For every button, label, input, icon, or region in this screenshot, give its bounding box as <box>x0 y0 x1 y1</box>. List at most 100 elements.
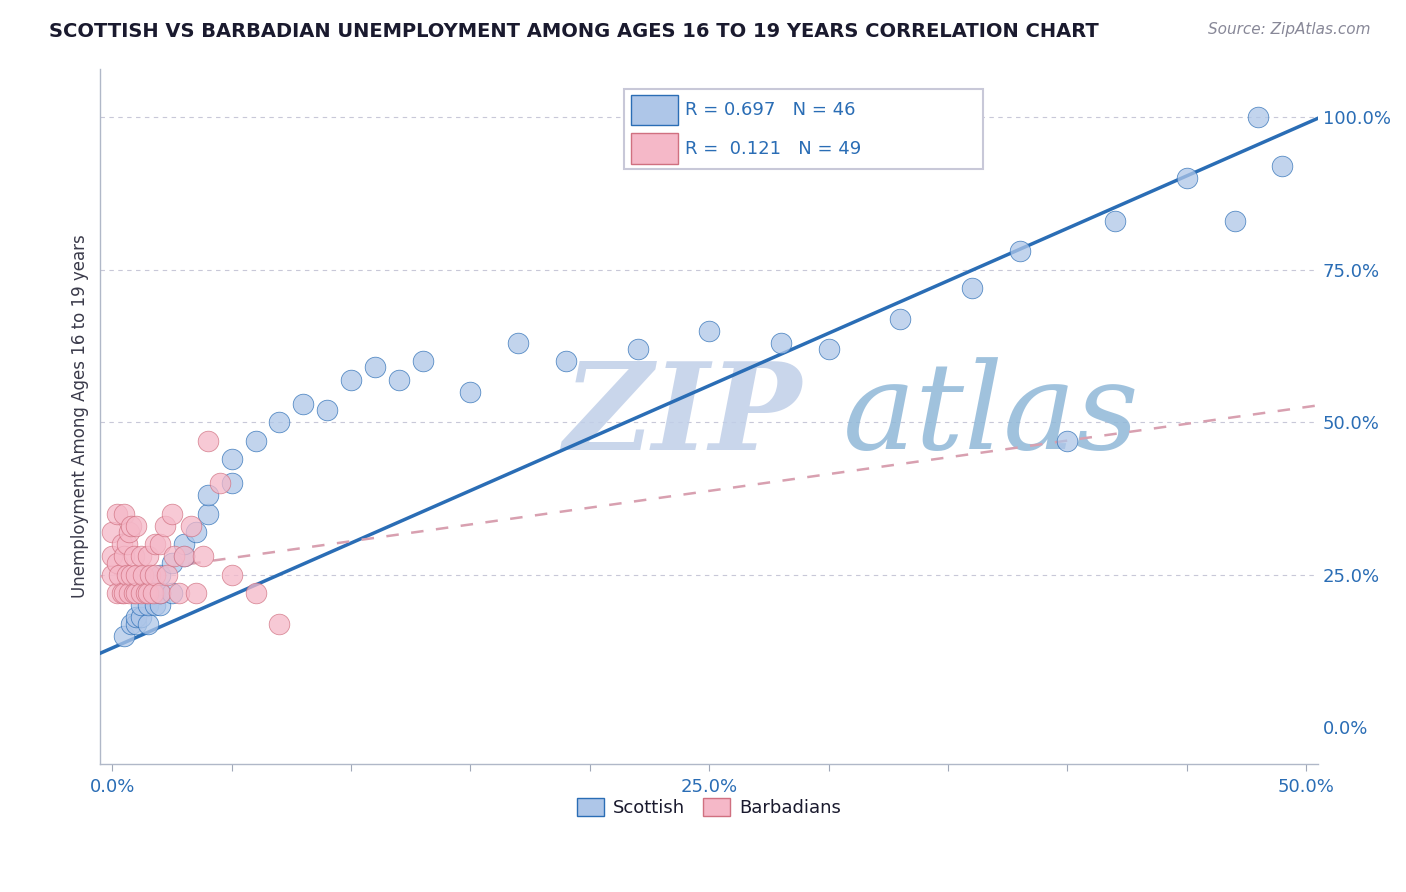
Barbadians <box>111 586 134 600</box>
Scottish <box>136 599 159 613</box>
Barbadians <box>112 549 135 564</box>
Barbadians <box>108 567 131 582</box>
Scottish <box>143 599 166 613</box>
Barbadians <box>197 434 219 448</box>
Barbadians <box>112 586 135 600</box>
Scottish <box>160 556 183 570</box>
Barbadians <box>153 519 176 533</box>
Scottish <box>173 537 195 551</box>
Barbadians <box>139 567 162 582</box>
Scottish <box>125 616 148 631</box>
Barbadians <box>184 586 207 600</box>
Barbadians <box>115 567 138 582</box>
Scottish <box>364 360 387 375</box>
Barbadians <box>112 507 135 521</box>
Barbadians <box>105 507 128 521</box>
Scottish <box>120 616 142 631</box>
Text: Source: ZipAtlas.com: Source: ZipAtlas.com <box>1208 22 1371 37</box>
Scottish <box>1104 214 1126 228</box>
Scottish <box>817 342 839 356</box>
Scottish <box>160 586 183 600</box>
Text: atlas: atlas <box>844 358 1140 475</box>
Scottish <box>1223 214 1246 228</box>
Barbadians <box>136 586 159 600</box>
Barbadians <box>143 567 166 582</box>
Scottish <box>125 610 148 624</box>
Barbadians <box>111 537 134 551</box>
Scottish <box>129 610 152 624</box>
Barbadians <box>115 537 138 551</box>
Barbadians <box>101 549 124 564</box>
Scottish <box>769 336 792 351</box>
Barbadians <box>125 519 148 533</box>
Barbadians <box>122 586 145 600</box>
Barbadians <box>120 567 142 582</box>
Barbadians <box>163 549 186 564</box>
Legend: Scottish, Barbadians: Scottish, Barbadians <box>569 790 849 824</box>
Barbadians <box>129 549 152 564</box>
Scottish <box>184 524 207 539</box>
Scottish <box>460 384 482 399</box>
Scottish <box>412 354 434 368</box>
Barbadians <box>129 586 152 600</box>
Barbadians <box>101 524 124 539</box>
Barbadians <box>122 549 145 564</box>
Scottish <box>960 281 983 295</box>
Barbadians <box>105 556 128 570</box>
Barbadians <box>125 586 148 600</box>
Scottish <box>221 476 243 491</box>
Scottish <box>292 397 315 411</box>
Barbadians <box>173 549 195 564</box>
Barbadians <box>180 519 202 533</box>
Scottish <box>1008 244 1031 259</box>
Barbadians <box>142 586 165 600</box>
Scottish <box>197 488 219 502</box>
Barbadians <box>118 524 141 539</box>
Scottish <box>149 599 172 613</box>
Barbadians <box>245 586 267 600</box>
Scottish <box>626 342 648 356</box>
Scottish <box>555 354 578 368</box>
Barbadians <box>120 519 142 533</box>
Scottish <box>129 599 152 613</box>
Scottish <box>388 373 411 387</box>
Y-axis label: Unemployment Among Ages 16 to 19 years: Unemployment Among Ages 16 to 19 years <box>72 235 89 598</box>
Scottish <box>316 403 339 417</box>
Barbadians <box>105 586 128 600</box>
Text: SCOTTISH VS BARBADIAN UNEMPLOYMENT AMONG AGES 16 TO 19 YEARS CORRELATION CHART: SCOTTISH VS BARBADIAN UNEMPLOYMENT AMONG… <box>49 22 1099 41</box>
Barbadians <box>208 476 231 491</box>
Barbadians <box>191 549 214 564</box>
Scottish <box>221 451 243 466</box>
Barbadians <box>156 567 179 582</box>
Barbadians <box>269 616 291 631</box>
Scottish <box>1056 434 1078 448</box>
Scottish <box>149 567 172 582</box>
Scottish <box>697 324 720 338</box>
Scottish <box>508 336 530 351</box>
Barbadians <box>149 586 172 600</box>
Barbadians <box>160 507 183 521</box>
Scottish <box>1271 159 1294 173</box>
Scottish <box>112 629 135 643</box>
Scottish <box>245 434 267 448</box>
Barbadians <box>135 586 157 600</box>
Barbadians <box>143 537 166 551</box>
Scottish <box>1247 111 1270 125</box>
Scottish <box>197 507 219 521</box>
Barbadians <box>132 567 155 582</box>
Scottish <box>340 373 363 387</box>
Scottish <box>1175 171 1198 186</box>
Scottish <box>269 415 291 429</box>
Text: ZIP: ZIP <box>564 357 801 475</box>
Scottish <box>143 586 166 600</box>
Barbadians <box>101 567 124 582</box>
Barbadians <box>136 549 159 564</box>
Barbadians <box>149 537 172 551</box>
Barbadians <box>118 586 141 600</box>
Barbadians <box>167 586 190 600</box>
Barbadians <box>221 567 243 582</box>
Barbadians <box>125 567 148 582</box>
Scottish <box>136 616 159 631</box>
Scottish <box>149 586 172 600</box>
Scottish <box>173 549 195 564</box>
